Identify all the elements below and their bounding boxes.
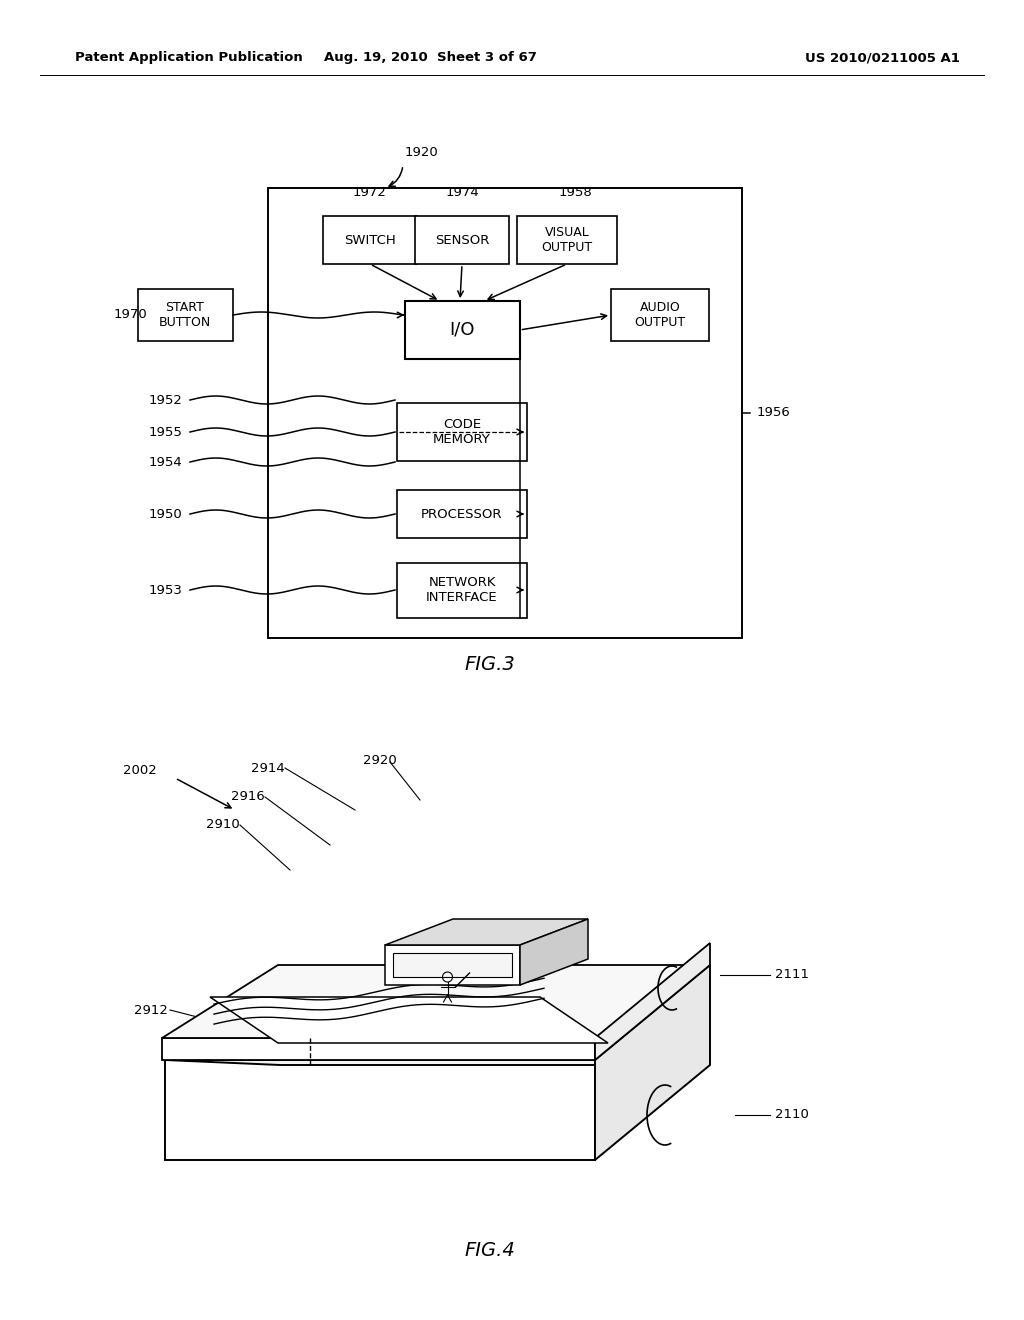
Text: FIG.3: FIG.3 [465, 656, 515, 675]
Polygon shape [162, 1038, 595, 1060]
Bar [397, 403, 527, 461]
Polygon shape [520, 919, 588, 985]
Bar [393, 953, 512, 977]
Text: 1970: 1970 [114, 309, 147, 322]
Text: 1950: 1950 [148, 507, 182, 520]
Polygon shape [385, 919, 588, 945]
Text: 2910: 2910 [206, 818, 240, 832]
Bar [397, 562, 527, 618]
Text: 2002: 2002 [123, 763, 157, 776]
Text: 2920: 2920 [364, 754, 397, 767]
Polygon shape [165, 1060, 595, 1160]
Polygon shape [595, 942, 710, 1060]
Bar [137, 289, 232, 341]
Polygon shape [210, 997, 608, 1043]
Bar [404, 301, 519, 359]
Text: PROCESSOR: PROCESSOR [421, 507, 503, 520]
Text: Aug. 19, 2010  Sheet 3 of 67: Aug. 19, 2010 Sheet 3 of 67 [324, 51, 537, 65]
Text: 1956: 1956 [757, 407, 791, 420]
Text: 2914: 2914 [251, 762, 285, 775]
Text: Patent Application Publication: Patent Application Publication [75, 51, 303, 65]
Text: 2912: 2912 [134, 1003, 168, 1016]
Bar [323, 216, 417, 264]
Polygon shape [385, 945, 520, 985]
Bar [517, 216, 617, 264]
Text: I/O: I/O [450, 321, 475, 339]
Text: 1952: 1952 [148, 393, 182, 407]
Text: AUDIO
OUTPUT: AUDIO OUTPUT [635, 301, 685, 329]
Text: US 2010/0211005 A1: US 2010/0211005 A1 [805, 51, 961, 65]
Text: 1958: 1958 [558, 186, 592, 198]
Polygon shape [595, 965, 710, 1160]
Polygon shape [162, 965, 710, 1038]
Polygon shape [165, 1060, 710, 1065]
Text: 1953: 1953 [148, 583, 182, 597]
Text: 1972: 1972 [353, 186, 387, 198]
Text: CODE
MEMORY: CODE MEMORY [433, 418, 490, 446]
Text: START
BUTTON: START BUTTON [159, 301, 211, 329]
Text: 2110: 2110 [775, 1109, 809, 1122]
Text: 1954: 1954 [148, 455, 182, 469]
Text: 1920: 1920 [406, 147, 438, 160]
Text: 1955: 1955 [148, 425, 182, 438]
Text: SWITCH: SWITCH [344, 234, 396, 247]
Bar [415, 216, 509, 264]
Text: NETWORK
INTERFACE: NETWORK INTERFACE [426, 576, 498, 605]
Bar [611, 289, 709, 341]
Bar [397, 490, 527, 539]
Text: 1974: 1974 [445, 186, 479, 198]
Text: SENSOR: SENSOR [435, 234, 489, 247]
Text: VISUAL
OUTPUT: VISUAL OUTPUT [542, 226, 593, 253]
Text: 2916: 2916 [231, 791, 265, 804]
Text: FIG.4: FIG.4 [465, 1241, 515, 1259]
Bar [268, 187, 742, 638]
Text: 2111: 2111 [775, 969, 809, 982]
